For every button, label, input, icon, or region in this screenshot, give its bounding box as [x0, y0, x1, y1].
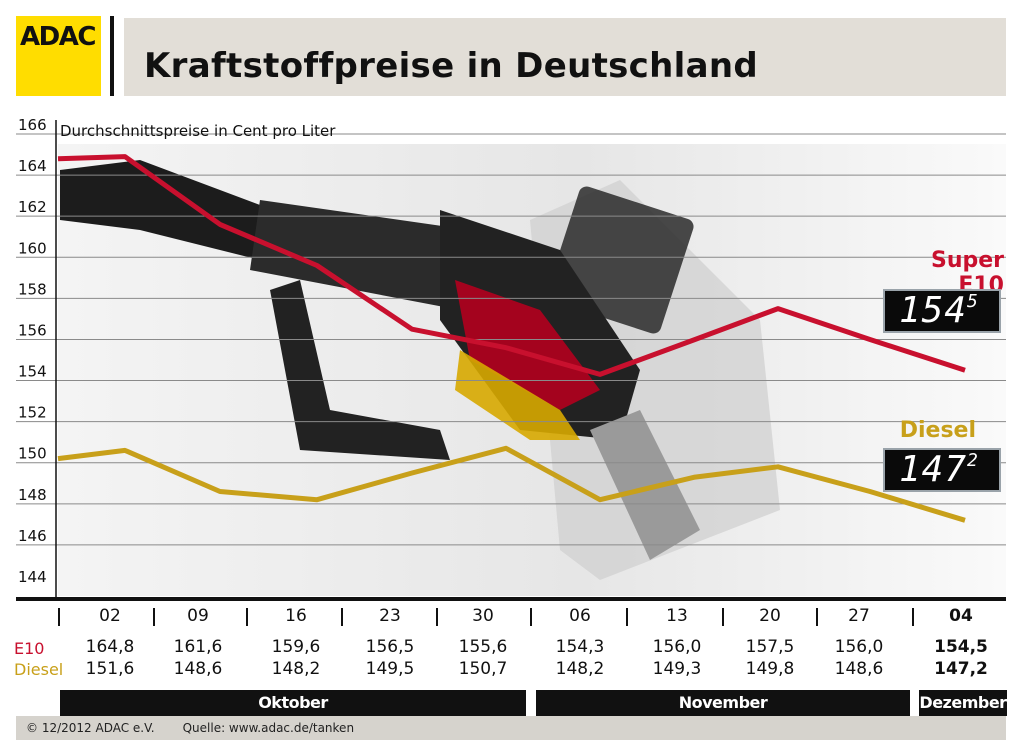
y-tick-label: 154	[18, 363, 47, 381]
y-axis-ticks: 144 146 148 150 152 154 156 158 160 162 164 166	[18, 116, 47, 586]
e10-display-main: 154	[899, 290, 968, 331]
diesel-series-line	[57, 445, 966, 523]
price-chart: 144 146 148 150 152 154 156 158 160 162 164 166 Dur…	[16, 116, 1006, 597]
y-tick-label: 160	[18, 239, 47, 257]
date-label: 09	[187, 606, 209, 626]
diesel-value-cell: 149,3	[652, 659, 702, 679]
date-tick	[722, 608, 724, 626]
diesel-value-cell: 151,6	[85, 659, 135, 679]
y-tick-label: 162	[18, 198, 47, 216]
e10-value-cell: 156,0	[652, 637, 702, 657]
e10-value-cell: 154,5	[934, 637, 988, 657]
date-tick	[341, 608, 343, 626]
diesel-value-cell: 149,5	[365, 659, 415, 679]
date-label: 02	[99, 606, 121, 626]
pump-nozzle-illustration	[60, 160, 780, 580]
date-label: 20	[759, 606, 781, 626]
e10-series-line	[57, 154, 966, 377]
chart-subtitle: Durchschnittspreise in Cent pro Liter	[60, 122, 336, 140]
diesel-display-main: 147	[899, 449, 968, 490]
date-label: 16	[285, 606, 307, 626]
e10-value-cell: 159,6	[271, 637, 321, 657]
source-text: Quelle: www.adac.de/tanken	[182, 721, 355, 735]
e10-value-cell: 164,8	[85, 637, 135, 657]
logo-divider	[110, 16, 114, 96]
date-label: 13	[666, 606, 688, 626]
y-tick-label: 146	[18, 527, 47, 545]
table-row-label-diesel: Diesel	[14, 660, 64, 679]
page-title: Kraftstoffpreise in Deutschland	[144, 46, 758, 86]
date-label: 04	[949, 606, 973, 626]
e10-value-cell: 155,6	[458, 637, 508, 657]
date-label: 27	[848, 606, 870, 626]
adac-logo: ADAC	[16, 16, 101, 96]
y-tick-label: 152	[18, 404, 47, 422]
date-tick	[816, 608, 818, 626]
date-label: 06	[569, 606, 591, 626]
date-tick	[436, 608, 438, 626]
diesel-value-cell: 147,2	[934, 659, 988, 679]
date-tick	[530, 608, 532, 626]
month-oktober: Oktober	[60, 690, 526, 716]
e10-display-decimal: 5	[967, 291, 979, 312]
month-dezember: Dezember	[919, 690, 1007, 716]
date-tick	[912, 608, 914, 626]
diesel-value-cell: 148,2	[271, 659, 321, 679]
diesel-value-cell: 148,6	[834, 659, 884, 679]
x-axis-line	[16, 597, 1006, 601]
date-row: 02 09 16 23 30 06 13 20 27 04	[0, 604, 1024, 632]
y-tick-label: 164	[18, 157, 47, 175]
e10-value-cell: 161,6	[173, 637, 223, 657]
date-tick	[153, 608, 155, 626]
y-tick-label: 156	[18, 321, 47, 339]
y-tick-label: 158	[18, 280, 47, 298]
date-label: 30	[472, 606, 494, 626]
diesel-price-display: 1472	[883, 448, 1001, 492]
title-band: Kraftstoffpreise in Deutschland	[124, 18, 1006, 96]
diesel-value-cell: 148,2	[555, 659, 605, 679]
date-tick	[246, 608, 248, 626]
diesel-value-cell: 149,8	[745, 659, 795, 679]
legend-diesel-label: Diesel	[899, 418, 976, 443]
e10-value-cell: 156,5	[365, 637, 415, 657]
e10-value-cell: 157,5	[745, 637, 795, 657]
y-tick-label: 166	[18, 116, 47, 134]
e10-value-cell: 156,0	[834, 637, 884, 657]
date-tick	[58, 608, 60, 626]
y-tick-label: 148	[18, 486, 47, 504]
footer: © 12/2012 ADAC e.V. Quelle: www.adac.de/t…	[16, 716, 1006, 740]
diesel-display-decimal: 2	[967, 450, 979, 471]
date-label: 23	[379, 606, 401, 626]
date-tick	[626, 608, 628, 626]
e10-value-cell: 154,3	[555, 637, 605, 657]
diesel-value-cell: 150,7	[458, 659, 508, 679]
y-tick-label: 150	[18, 445, 47, 463]
e10-price-display: 1545	[883, 289, 1001, 333]
diesel-value-cell: 148,6	[173, 659, 223, 679]
logo-text: ADAC	[20, 22, 96, 52]
copyright-text: © 12/2012 ADAC e.V.	[26, 721, 155, 735]
chart-grid	[16, 133, 1006, 546]
y-tick-label: 144	[18, 568, 47, 586]
table-row-label-e10: E10	[14, 639, 45, 658]
month-november: November	[536, 690, 910, 716]
